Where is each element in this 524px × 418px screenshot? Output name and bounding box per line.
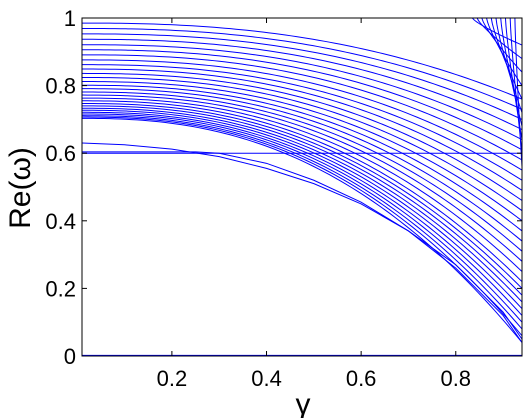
series-line: [481, 18, 522, 73]
y-tick-label: 1: [64, 6, 76, 31]
x-tick-label: 0.2: [157, 366, 188, 391]
series-line: [82, 107, 522, 303]
y-tick-label: 0.4: [45, 209, 76, 234]
series-line: [476, 18, 522, 59]
series-line: [82, 105, 522, 296]
series-line: [495, 18, 522, 113]
series-line: [82, 38, 522, 130]
x-tick-label: 0.4: [251, 366, 282, 391]
x-tick-label: 0.8: [440, 366, 471, 391]
series-line: [82, 94, 522, 262]
series-line: [82, 91, 522, 252]
series-line: [82, 54, 522, 161]
series-line: [82, 81, 522, 222]
series-line: [82, 109, 522, 310]
series-line: [82, 76, 522, 212]
series-line: [82, 116, 522, 337]
series-line: [514, 18, 522, 167]
series-line: [82, 97, 522, 272]
series-line: [82, 103, 522, 289]
tick-group: 0.2 0.4 0.6 0.8 0 0.2 0.4 0.6 0.8 1: [45, 6, 522, 391]
y-tick-label: 0.2: [45, 276, 76, 301]
series-line: [82, 68, 522, 191]
series-line: [82, 84, 522, 232]
series-line: [82, 44, 522, 141]
series-line: [471, 18, 522, 46]
series-line: [82, 151, 522, 343]
x-axis-label: γ: [296, 388, 311, 418]
curve-group: [82, 18, 522, 356]
plot-area-frame: [81, 17, 523, 357]
series-line: [82, 100, 522, 282]
series-line: [82, 49, 522, 151]
y-tick-label: 0.8: [45, 74, 76, 99]
series-line: [82, 59, 522, 171]
series-line: [82, 142, 522, 340]
series-line: [82, 72, 522, 201]
y-axis-label: Re(ω): [4, 147, 37, 229]
series-line: [82, 27, 522, 110]
series-line: [82, 33, 522, 120]
y-tick-label: 0: [64, 344, 76, 369]
series-line: [82, 64, 522, 181]
series-line: [82, 88, 522, 242]
y-tick-label: 0.6: [45, 141, 76, 166]
x-tick-label: 0.6: [346, 366, 377, 391]
series-line: [82, 111, 522, 316]
series-line: [82, 115, 522, 330]
series-line: [82, 22, 522, 100]
